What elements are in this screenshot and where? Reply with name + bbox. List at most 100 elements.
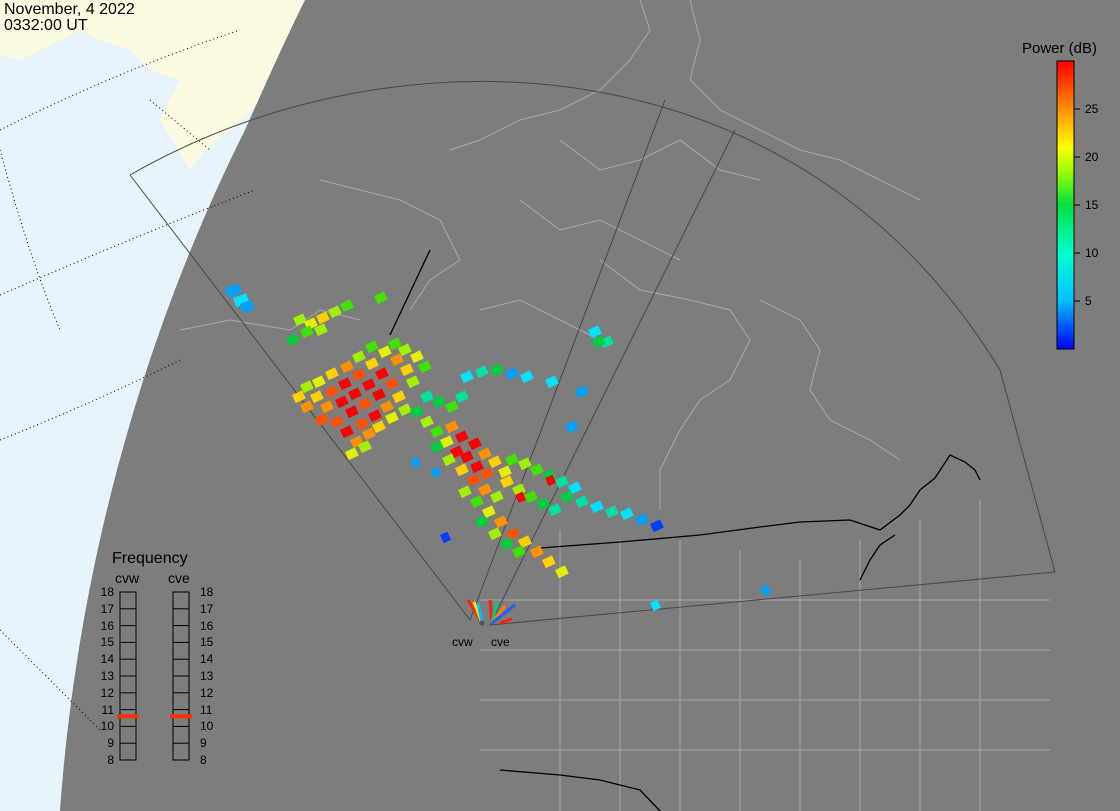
frequency-scale-label-right: 11	[200, 702, 213, 717]
echo-cell	[488, 527, 502, 541]
echo-cell	[380, 400, 394, 414]
time-label: 0332:00 UT	[4, 17, 88, 34]
echo-cell	[398, 403, 412, 417]
echo-cell	[340, 360, 354, 374]
echo-cell	[314, 323, 328, 337]
echo-cell	[498, 465, 512, 479]
echo-cell	[347, 387, 362, 401]
echo-cell	[385, 411, 399, 425]
frequency-scale-label-right: 14	[200, 652, 214, 667]
echo-cell	[499, 537, 514, 551]
coast-lines	[389, 249, 981, 811]
echo-cell	[542, 555, 556, 569]
echo-cell	[588, 325, 602, 339]
echo-cell	[351, 350, 366, 364]
echo-cell	[518, 535, 532, 549]
echo-cell	[432, 395, 446, 409]
echo-cell	[536, 497, 550, 511]
echo-cell	[505, 453, 519, 467]
echo-cell	[470, 460, 484, 474]
echo-cell	[390, 353, 404, 367]
frequency-scale-label-right: 18	[200, 585, 214, 599]
echo-cell	[442, 453, 456, 467]
echo-cell	[327, 305, 342, 319]
colorbar-tick-label: 5	[1085, 294, 1092, 308]
echo-cell	[444, 400, 459, 414]
night-shadow	[60, 0, 1120, 811]
echo-cell	[504, 367, 519, 381]
echo-cell	[344, 447, 359, 461]
echo-cell	[635, 513, 649, 527]
echo-cell	[430, 466, 442, 479]
echo-cell	[592, 335, 606, 349]
radar-site-label-cvw: cvw	[452, 635, 473, 649]
freq-radar-label-cvw: cvw	[115, 570, 140, 586]
echo-cell	[330, 415, 344, 429]
echo-cell	[455, 390, 469, 404]
echo-cell	[555, 565, 569, 579]
colorbar-tick-label: 15	[1085, 198, 1099, 212]
radar-site-cve	[488, 599, 516, 625]
frequency-scale-label-left: 16	[100, 618, 114, 633]
echo-cell	[468, 437, 482, 451]
echo-cell	[300, 400, 314, 414]
echo-cell	[291, 390, 306, 404]
echo-cell	[340, 425, 354, 439]
echo-cell	[440, 435, 454, 449]
colorbar-tick-label: 25	[1085, 102, 1099, 116]
frequency-scale-label-left: 9	[107, 736, 114, 751]
echo-cell	[315, 311, 330, 325]
echo-cell	[374, 291, 388, 305]
frequency-scale-label-left: 10	[100, 719, 114, 734]
echo-cell	[300, 380, 314, 394]
echo-cell	[361, 427, 376, 441]
echo-cell	[506, 527, 520, 541]
colorbar-title: Power (dB)	[1022, 40, 1098, 57]
echo-cell	[515, 491, 527, 504]
echo-cell	[392, 390, 406, 404]
echo-cell	[481, 505, 496, 519]
echo-cell	[524, 490, 538, 504]
echo-cell	[239, 299, 255, 314]
echo-cell	[310, 390, 324, 404]
echo-cell	[589, 500, 604, 514]
echo-cell	[530, 545, 544, 559]
date-label: November, 4 2022	[4, 1, 135, 18]
freq-radar-label-cve: cve	[168, 570, 190, 586]
echo-cell	[440, 531, 452, 544]
echo-cell	[365, 357, 379, 371]
echo-cell	[455, 463, 469, 477]
echo-cell	[459, 450, 474, 464]
echo-cell	[490, 363, 504, 377]
frequency-scale-label-right: 17	[200, 601, 214, 616]
echo-cell	[488, 455, 502, 469]
echo-cell	[357, 440, 372, 454]
echo-cell	[445, 420, 459, 434]
echo-cell	[575, 495, 589, 509]
echo-cell	[490, 490, 504, 504]
echo-cell	[575, 385, 589, 399]
frequency-scale-label-right: 16	[200, 618, 214, 633]
echo-cell	[345, 405, 359, 419]
echo-cell	[620, 507, 634, 521]
echo-cell	[355, 417, 369, 431]
frequency-scale-label-right: 9	[200, 736, 207, 751]
echo-cell	[567, 481, 582, 495]
echo-cell	[494, 515, 508, 529]
colorbar-tick-label: 10	[1085, 246, 1099, 260]
echo-cell	[324, 367, 339, 381]
echo-cell	[565, 420, 579, 434]
echo-cell	[405, 375, 420, 389]
echo-cell	[351, 368, 366, 382]
colorbar-tick-label: 20	[1085, 150, 1099, 164]
echo-cell	[760, 584, 772, 597]
echo-cell	[300, 325, 314, 339]
echo-cell	[519, 370, 534, 384]
echo-cell	[338, 377, 352, 391]
echo-cell	[467, 473, 481, 487]
echo-cell	[548, 503, 562, 517]
echo-cell	[286, 333, 300, 347]
echo-cell	[458, 485, 472, 499]
echo-cell	[650, 519, 664, 533]
echo-cell	[479, 467, 494, 481]
